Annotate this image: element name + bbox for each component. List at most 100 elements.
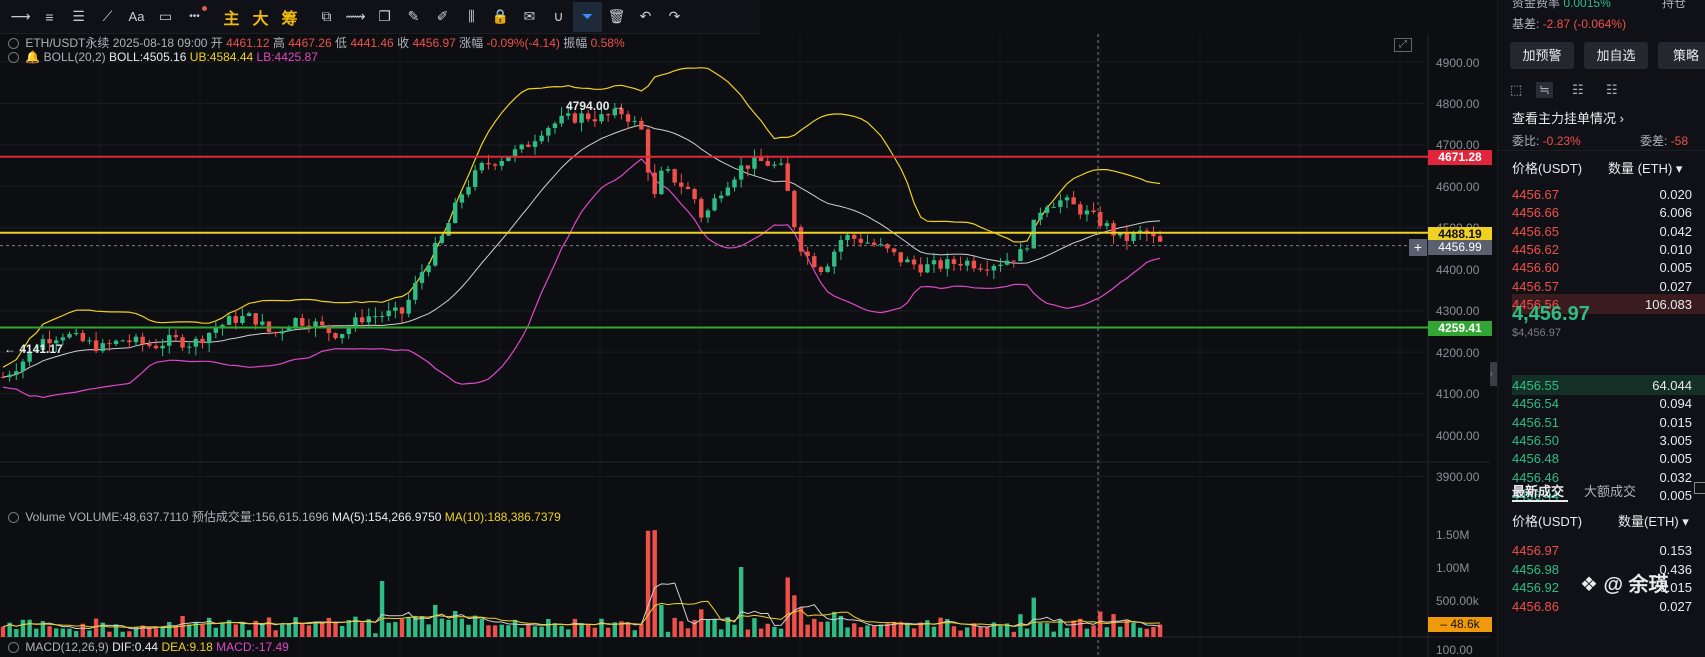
- bid-row[interactable]: 4456.51 0.015: [1512, 414, 1692, 430]
- tab-latest-trades[interactable]: 最新成交: [1512, 484, 1565, 499]
- volume-bar: [1024, 628, 1030, 637]
- volume-bar: [260, 624, 265, 637]
- filter-icon[interactable]: ⏷: [573, 1, 602, 32]
- volume-bar: [945, 619, 950, 637]
- main-force-button[interactable]: 主: [223, 10, 240, 28]
- indicator-icon[interactable]: ⫼: [468, 8, 475, 24]
- add-alert-button[interactable]: 加预警: [1510, 42, 1574, 69]
- bid-row[interactable]: 4456.55 64.044: [1512, 375, 1705, 395]
- volume-bar: [472, 615, 478, 637]
- bid-row[interactable]: 4456.46 0.032: [1512, 469, 1692, 485]
- bell-icon[interactable]: 🔔: [25, 50, 41, 64]
- candle-body: [1118, 232, 1123, 236]
- ask-row[interactable]: 4456.65 0.042: [1512, 223, 1692, 239]
- bid-row[interactable]: 4456.50 3.005: [1512, 432, 1692, 448]
- magnet-icon[interactable]: ∪: [553, 8, 564, 24]
- big-order-button[interactable]: 大: [252, 10, 269, 28]
- ruler-icon[interactable]: ✎: [407, 8, 420, 24]
- candle-body: [738, 165, 744, 180]
- volume-bar: [147, 626, 152, 637]
- collapse-icon[interactable]: [8, 642, 19, 653]
- view-main-orders-link[interactable]: 查看主力挂单情况 ›: [1512, 111, 1624, 126]
- buy-view-icon[interactable]: ☷: [1606, 82, 1618, 97]
- text-tool-icon[interactable]: Aa: [128, 9, 145, 24]
- ask-row[interactable]: 4456.57 0.027: [1512, 278, 1692, 294]
- candle-body: [280, 331, 285, 334]
- volume-bar: [173, 626, 179, 637]
- fib-icon[interactable]: ⧉: [321, 8, 332, 24]
- buy-sell-view-icon[interactable]: ≒: [1536, 82, 1553, 98]
- volume-bar: [998, 626, 1003, 637]
- ask-row[interactable]: 4456.66 6.006: [1512, 205, 1692, 221]
- candle-body: [93, 340, 99, 352]
- checkbox[interactable]: [1694, 482, 1705, 494]
- candle-body: [426, 265, 431, 273]
- pattern-icon[interactable]: ⟿: [345, 8, 366, 24]
- ask-row[interactable]: 4456.67 0.020: [1512, 187, 1692, 202]
- ask-row[interactable]: 4456.62 0.010: [1512, 241, 1692, 257]
- note-icon[interactable]: ✉: [523, 8, 536, 24]
- candle-body: [699, 199, 704, 218]
- yellow-line-price-tag[interactable]: 4488.19: [1428, 227, 1492, 242]
- more-icon[interactable]: •••: [180, 2, 209, 32]
- ask-row[interactable]: 4456.56 106.083: [1512, 293, 1705, 314]
- brush-icon[interactable]: ✐: [436, 8, 449, 24]
- collapse-icon[interactable]: [8, 38, 19, 49]
- volume-bar: [339, 625, 345, 637]
- fullscreen-icon[interactable]: ⤢: [1394, 38, 1412, 52]
- candle-body: [133, 336, 139, 343]
- undo-icon[interactable]: ↶: [639, 8, 652, 24]
- collapse-icon[interactable]: [8, 52, 19, 63]
- bid-row[interactable]: 4456.48 0.005: [1512, 451, 1692, 467]
- volume-bar: [605, 627, 611, 637]
- bid-row[interactable]: 4456.54 0.094: [1512, 396, 1692, 412]
- add-watchlist-button[interactable]: 加自选: [1584, 42, 1648, 69]
- horizontal-line-icon[interactable]: ⟶: [10, 8, 31, 24]
- volume-bar: [113, 624, 119, 637]
- high-value: 4467.26: [288, 36, 332, 50]
- chart-area[interactable]: ETH/USDT永续 2025-08-18 09:00 开 4461.12 高 …: [0, 34, 1492, 657]
- copy-icon[interactable]: ❐: [378, 8, 391, 24]
- candle-body: [692, 189, 697, 200]
- price-axis-label: 3900.00: [1436, 470, 1480, 484]
- candlestick-chart[interactable]: [0, 34, 1490, 657]
- volume-bar: [20, 619, 26, 637]
- ask-row[interactable]: 4456.60 0.005: [1512, 260, 1692, 276]
- bid-row[interactable]: 4456.44 0.005: [1512, 487, 1692, 503]
- green-line-price-tag[interactable]: 4259.41: [1428, 321, 1492, 336]
- rectangle-icon[interactable]: ▭: [158, 8, 173, 24]
- candle-body: [160, 345, 165, 349]
- volume-bar: [719, 629, 724, 637]
- red-line-price-tag[interactable]: 4671.28: [1428, 150, 1492, 165]
- price-axis-label: 4600.00: [1436, 180, 1480, 194]
- lock-icon[interactable]: 🔒: [491, 8, 510, 24]
- chip-button[interactable]: 筹: [281, 10, 298, 28]
- parallel-channel-icon[interactable]: ☰: [72, 8, 85, 24]
- collapse-icon[interactable]: [8, 512, 19, 523]
- trend-line-icon[interactable]: ⟋: [102, 8, 113, 24]
- volume-bar: [885, 623, 890, 637]
- volume-bar: [612, 622, 617, 637]
- volume-bar: [499, 624, 504, 637]
- strategy-button[interactable]: 策略: [1658, 42, 1705, 69]
- boll-upper-line: [2, 67, 1161, 368]
- candle-body: [499, 160, 504, 166]
- candle-body: [339, 334, 345, 339]
- collapse-sidebar-handle[interactable]: ›: [1490, 362, 1497, 386]
- trash-icon[interactable]: 🗑: [607, 8, 626, 24]
- trades-qty-header[interactable]: 数量(ETH) ▾: [1618, 514, 1689, 529]
- tab-big-trades[interactable]: 大额成交: [1584, 484, 1637, 499]
- candle-body: [1024, 248, 1030, 250]
- sell-view-icon[interactable]: ☷: [1572, 82, 1584, 97]
- volume-bar: [233, 624, 238, 637]
- horizontal-ray-icon[interactable]: ≡: [45, 8, 54, 25]
- ob-qty-header[interactable]: 数量 (ETH) ▾: [1608, 161, 1683, 176]
- ohlc-header: ETH/USDT永续 2025-08-18 09:00 开 4461.12 高 …: [8, 34, 625, 51]
- volume-bar: [925, 620, 930, 637]
- volume-bar: [220, 622, 225, 637]
- candle-body: [679, 182, 684, 187]
- volume-bar: [54, 628, 59, 637]
- redo-icon[interactable]: ↷: [668, 8, 681, 24]
- add-alert-icon[interactable]: +: [1409, 239, 1427, 256]
- both-view-icon[interactable]: ⬚: [1510, 82, 1523, 97]
